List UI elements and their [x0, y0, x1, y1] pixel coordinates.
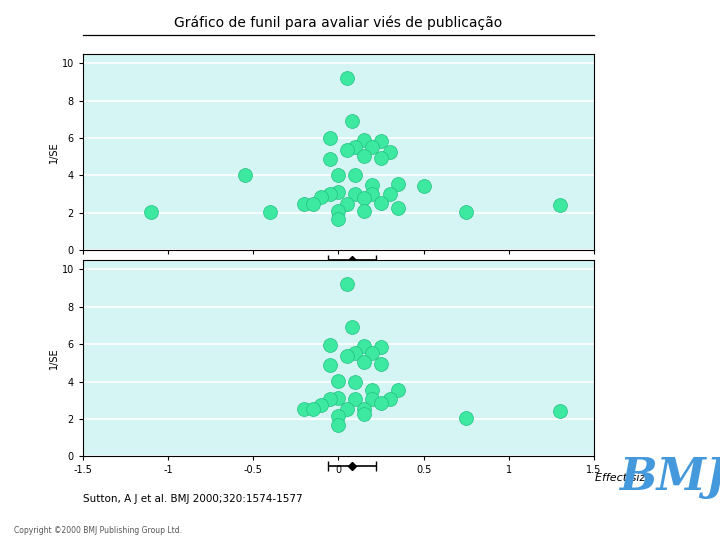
Text: Sutton, A J et al. BMJ 2000;320:1574-1577: Sutton, A J et al. BMJ 2000;320:1574-157…: [83, 495, 302, 504]
Point: [333, 215, 344, 224]
Point: [375, 399, 387, 407]
Point: [554, 201, 566, 210]
Point: [333, 394, 344, 403]
Point: [341, 352, 353, 361]
Point: [341, 146, 353, 154]
Point: [324, 341, 336, 349]
Point: [384, 190, 395, 199]
Point: [358, 136, 370, 144]
Point: [366, 386, 378, 394]
Point: [315, 193, 327, 201]
Point: [358, 207, 370, 215]
Point: [324, 154, 336, 163]
Point: [461, 414, 472, 422]
Point: [384, 395, 395, 403]
Point: [239, 171, 251, 180]
Point: [461, 207, 472, 216]
Point: [375, 343, 387, 352]
Point: [392, 386, 404, 394]
Point: [366, 142, 378, 151]
Point: [333, 207, 344, 215]
Point: [333, 376, 344, 385]
Point: [366, 180, 378, 189]
Point: [392, 204, 404, 213]
Point: [366, 348, 378, 357]
Point: [366, 395, 378, 403]
Text: Effect size: Effect size: [595, 473, 652, 483]
Point: [392, 180, 404, 188]
Point: [307, 199, 318, 208]
Point: [554, 407, 566, 416]
Point: [264, 207, 276, 216]
Point: [375, 137, 387, 145]
Point: [346, 323, 358, 332]
Point: [350, 378, 361, 387]
Point: [307, 404, 318, 413]
Point: [375, 153, 387, 162]
Text: Copyright ©2000 BMJ Publishing Group Ltd.: Copyright ©2000 BMJ Publishing Group Ltd…: [14, 525, 182, 535]
Point: [333, 188, 344, 197]
Point: [299, 199, 310, 208]
Point: [358, 342, 370, 350]
Point: [341, 199, 353, 208]
Point: [358, 152, 370, 160]
Point: [350, 171, 361, 180]
Point: [375, 360, 387, 368]
Point: [358, 357, 370, 366]
Point: [350, 142, 361, 151]
Point: [366, 190, 378, 199]
Point: [358, 404, 370, 413]
Point: [145, 207, 157, 216]
Point: [315, 401, 327, 409]
Point: [299, 404, 310, 413]
Y-axis label: 1/SE: 1/SE: [49, 347, 59, 369]
Point: [350, 395, 361, 403]
Point: [324, 190, 336, 199]
Point: [358, 194, 370, 202]
Point: [333, 421, 344, 430]
Point: [384, 148, 395, 157]
Point: [341, 280, 353, 289]
Point: [358, 410, 370, 418]
Point: [341, 74, 353, 83]
Text: Gráfico de funil para avaliar viés de publicação: Gráfico de funil para avaliar viés de pu…: [174, 15, 503, 30]
Point: [333, 412, 344, 421]
Point: [346, 117, 358, 126]
Point: [350, 190, 361, 199]
Point: [333, 170, 344, 179]
Point: [324, 360, 336, 369]
Point: [418, 181, 429, 190]
Point: [350, 348, 361, 357]
Point: [375, 198, 387, 207]
Y-axis label: 1/SE: 1/SE: [49, 141, 59, 163]
Point: [324, 395, 336, 403]
Point: [324, 134, 336, 143]
Point: [341, 404, 353, 413]
Text: BMJ: BMJ: [619, 456, 720, 500]
